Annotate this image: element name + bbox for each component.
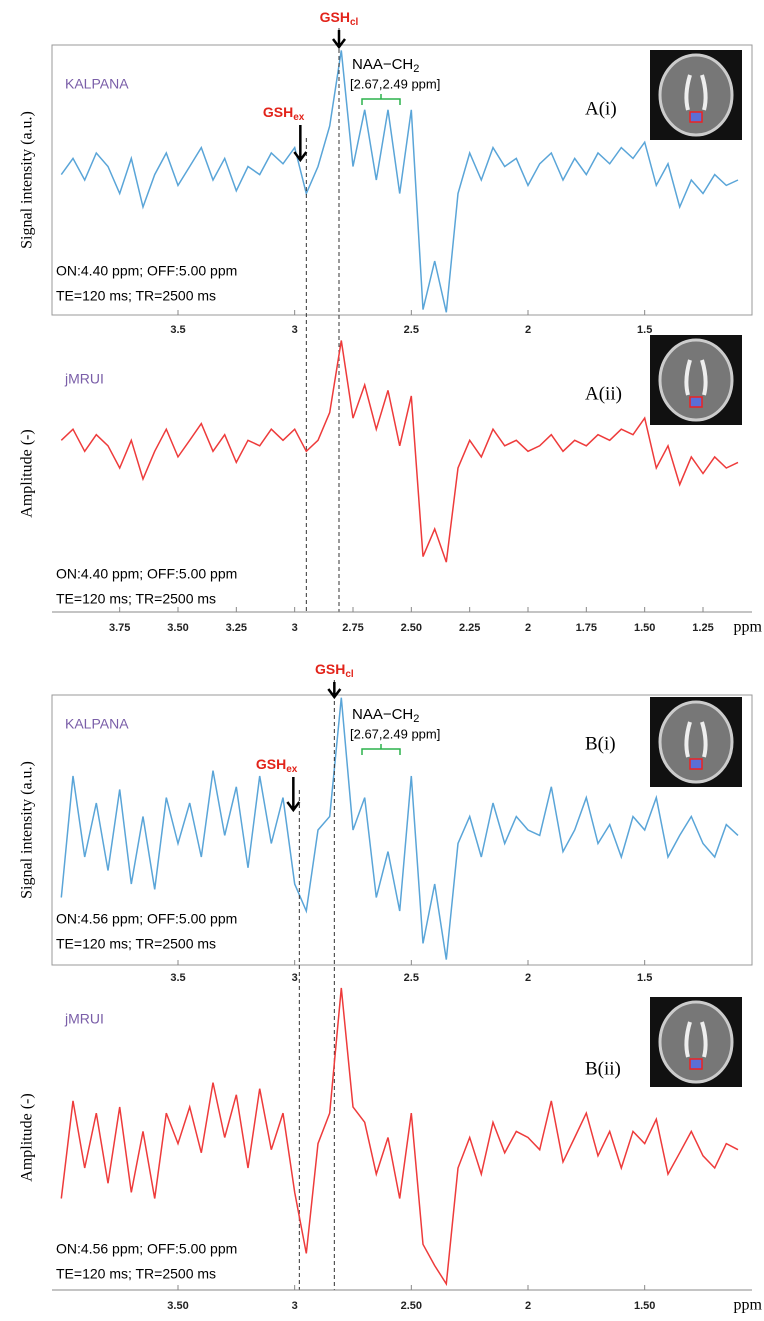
gsh-label: GSHcl — [320, 9, 359, 28]
naa-text: NAA−CH — [352, 56, 413, 73]
y-axis-label: Signal intensity (a.u.) — [19, 761, 36, 899]
mri-ventricles — [684, 74, 708, 111]
spectrum-line — [60, 987, 739, 1287]
naa-subscript: 2 — [413, 63, 419, 75]
software-label: jMRUI — [64, 1011, 104, 1027]
acquisition-note: ON:4.56 ppm; OFF:5.00 ppm — [56, 911, 237, 927]
acquisition-note: TE=120 ms; TR=2500 ms — [56, 1266, 216, 1282]
x-tick-label: 3.50 — [167, 622, 188, 634]
x-tick-label: 2.5 — [404, 324, 419, 336]
naa-label: NAA−CH2 — [352, 56, 419, 75]
x-tick-label: 1.25 — [692, 622, 713, 634]
x-tick-label: 2 — [525, 324, 531, 336]
x-tick-label: 3.5 — [170, 972, 185, 984]
mri-ventricles — [684, 359, 708, 396]
voxel — [689, 396, 703, 408]
y-axis-label: Amplitude (-) — [19, 1093, 36, 1181]
mri-brain — [658, 53, 734, 137]
x-tick-label: 2.5 — [404, 972, 419, 984]
x-tick-label: 1.5 — [637, 324, 652, 336]
x-tick-label: 2 — [525, 972, 531, 984]
y-axis-label: Amplitude (-) — [19, 429, 36, 517]
naa-range: [2.67,2.49 ppm] — [350, 76, 440, 91]
acquisition-note: TE=120 ms; TR=2500 ms — [56, 288, 216, 304]
x-tick-label: 3 — [292, 324, 298, 336]
acquisition-note: TE=120 ms; TR=2500 ms — [56, 936, 216, 952]
gsh-text: GSH — [315, 661, 345, 677]
x-tick-label: 3.75 — [109, 622, 130, 634]
x-tick-label: 3.5 — [170, 324, 185, 336]
x-axis-label: ppm — [734, 619, 763, 636]
x-tick-label: 2 — [525, 622, 531, 634]
x-tick-label: 3 — [292, 972, 298, 984]
gsh-subscript: cl — [350, 17, 359, 28]
spectrum-line — [60, 50, 739, 313]
x-tick-label: 2.25 — [459, 622, 480, 634]
x-tick-label: 1.50 — [634, 1300, 655, 1312]
panel-label: B(ii) — [585, 1058, 621, 1079]
acquisition-note: ON:4.40 ppm; OFF:5.00 ppm — [56, 566, 237, 582]
x-tick-label: 3 — [292, 622, 298, 634]
gsh-text: GSH — [263, 104, 293, 120]
x-tick-label: 1.75 — [576, 622, 597, 634]
y-axis-label: Signal intensity (a.u.) — [19, 111, 36, 249]
voxel — [689, 758, 703, 770]
arrow — [327, 682, 342, 700]
gsh-label: GSHcl — [315, 661, 354, 680]
panel-label: A(i) — [585, 98, 617, 119]
software-label: KALPANA — [65, 716, 129, 732]
arrow — [293, 125, 308, 163]
voxel — [689, 1058, 703, 1070]
spectrum-line — [60, 697, 739, 960]
mri-brain — [658, 700, 734, 784]
x-axis-label: ppm — [734, 1297, 763, 1314]
acquisition-note: ON:4.56 ppm; OFF:5.00 ppm — [56, 1241, 237, 1257]
plot-frame — [51, 44, 753, 316]
spectrum-line — [60, 340, 739, 563]
gsh-subscript: ex — [286, 764, 298, 775]
arrow — [332, 30, 346, 50]
x-tick-label: 3.50 — [167, 1300, 188, 1312]
plot-frame — [51, 694, 753, 966]
naa-bracket — [361, 744, 401, 755]
gsh-label: GSHex — [263, 104, 305, 123]
mri-brain — [658, 338, 734, 422]
x-tick-label: 2 — [525, 1300, 531, 1312]
arrow — [286, 777, 301, 813]
x-tick-label: 3 — [292, 1300, 298, 1312]
mri-ventricles — [684, 721, 708, 758]
software-label: jMRUI — [64, 371, 104, 387]
panel-label: B(i) — [585, 733, 616, 754]
acquisition-note: TE=120 ms; TR=2500 ms — [56, 591, 216, 607]
software-label: KALPANA — [65, 76, 129, 92]
naa-label: NAA−CH2 — [352, 706, 419, 725]
acquisition-note: ON:4.40 ppm; OFF:5.00 ppm — [56, 263, 237, 279]
gsh-text: GSH — [256, 756, 286, 772]
x-tick-label: 1.50 — [634, 622, 655, 634]
naa-text: NAA−CH — [352, 706, 413, 723]
mri-ventricles — [684, 1021, 708, 1058]
gsh-subscript: ex — [293, 112, 305, 123]
x-tick-label: 1.5 — [637, 972, 652, 984]
x-tick-label: 2.50 — [401, 1300, 422, 1312]
panel-label: A(ii) — [585, 383, 622, 404]
gsh-subscript: cl — [345, 669, 354, 680]
gsh-label: GSHex — [256, 756, 298, 775]
gsh-text: GSH — [320, 9, 350, 25]
naa-bracket — [361, 94, 401, 105]
x-tick-label: 3.25 — [226, 622, 247, 634]
x-tick-label: 2.50 — [401, 622, 422, 634]
mri-brain — [658, 1000, 734, 1084]
naa-range: [2.67,2.49 ppm] — [350, 726, 440, 741]
naa-subscript: 2 — [413, 713, 419, 725]
x-tick-label: 2.75 — [342, 622, 363, 634]
voxel — [689, 111, 703, 123]
